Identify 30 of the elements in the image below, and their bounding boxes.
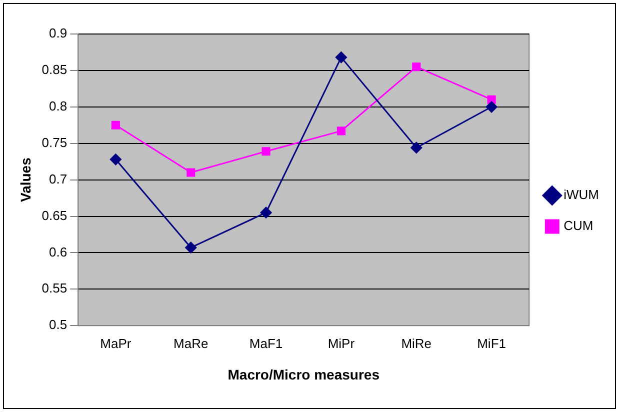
point (262, 147, 270, 156)
point (111, 120, 120, 130)
x-tick-label: MiPr (328, 336, 356, 351)
point (335, 52, 347, 64)
y-tick-label: 0.6 (49, 244, 68, 260)
x-tick-label: MiRe (401, 336, 432, 351)
point (110, 154, 122, 166)
x-tick-label: MaRe (174, 336, 208, 351)
point (186, 168, 196, 177)
x-tick-label: MaF1 (249, 336, 283, 351)
point (410, 142, 422, 154)
y-tick-label: 0.75 (42, 134, 68, 150)
y-tick-label: 0.8 (49, 98, 68, 114)
y-tick-label: 0.5 (49, 317, 68, 332)
y-tick-label: 0.65 (42, 208, 68, 223)
y-tick-label: 0.9 (49, 26, 68, 41)
point (412, 62, 421, 72)
legend-label: iWUM (564, 187, 600, 202)
y-tick-label: 0.55 (42, 280, 68, 296)
point (185, 242, 197, 254)
y-axis-title: Values (17, 157, 34, 202)
point (486, 101, 498, 113)
y-tick-label: 0.85 (42, 62, 68, 78)
x-tick-label: MiF1 (477, 336, 506, 351)
point (336, 126, 346, 136)
x-axis-title: Macro/Micro measures (228, 366, 380, 382)
x-tick-label: MaPr (100, 336, 132, 351)
point (260, 206, 272, 218)
legend-label: CUM (564, 218, 594, 234)
y-tick-label: 0.7 (49, 171, 68, 186)
